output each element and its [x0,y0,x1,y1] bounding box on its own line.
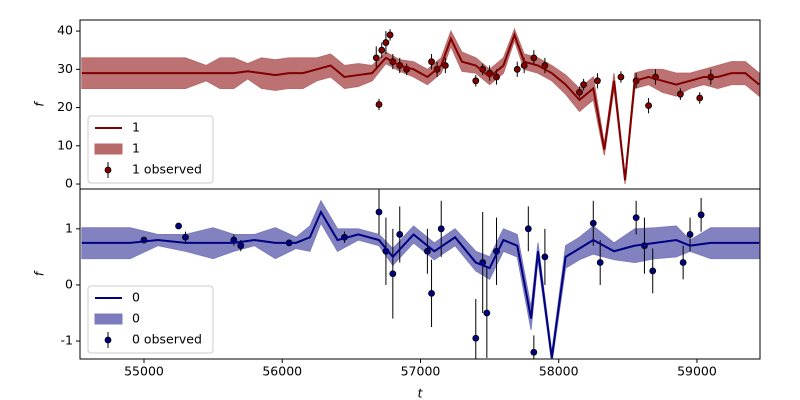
legend-swatch [104,166,112,174]
observed-point [441,62,449,69]
plot-area [81,27,760,185]
legend-label: 0 [132,311,140,326]
observed-point [472,334,480,342]
legend-label: 0 observed [132,332,202,347]
y-tick-label: -1 [61,333,73,348]
legend: 0 0 0 observed [87,285,214,354]
observed-point [428,58,435,66]
x-tick-label: 57000 [401,364,441,379]
observed-point [437,225,445,233]
observed-point [386,31,394,39]
observed-point [649,267,657,275]
observed-point [596,259,604,266]
observed-point [580,81,588,89]
observed-point [645,102,652,110]
observed-point [520,62,528,69]
legend-label: 1 observed [132,162,202,177]
observed-point [617,73,625,81]
mean-line [81,209,760,359]
confidence-band [81,27,760,185]
y-tick-label: 40 [57,23,73,38]
x-tick-label: 58000 [539,364,579,379]
observed-point [472,77,480,85]
legend-swatch [94,143,123,155]
legend-swatch [94,313,123,325]
observed-point [372,54,380,62]
legend-label: 1 [132,120,140,135]
x-tick-label: 59000 [677,364,717,379]
plot-area [81,189,760,359]
observed-point [697,211,705,219]
legend-box [87,285,214,354]
observed-point [679,259,687,266]
y-tick-label: 1 [65,220,73,235]
observed-point [686,231,694,238]
observed-point [493,73,500,81]
observed-point [524,225,532,233]
observed-point [530,348,538,356]
x-axis-label: t [418,386,424,400]
observed-point [483,309,491,317]
y-tick-label: 10 [57,137,73,152]
observed-point [396,231,404,238]
observed-point [375,208,383,216]
y-tick-label: 30 [57,61,73,76]
observed-point [237,242,245,250]
observed-point [182,233,189,241]
observed-point [428,289,435,297]
observed-point [541,253,549,261]
y-tick-label: 20 [57,99,73,114]
observed-point [696,94,704,102]
observed-point [530,54,538,62]
observed-point [423,247,431,255]
observed-point [513,65,521,73]
legend-label: 0 [132,290,140,305]
observed-point [594,77,601,85]
legend-swatch [104,336,112,344]
y-tick-label: 0 [65,276,73,291]
observed-point [382,39,390,46]
mean-line [81,31,760,181]
observed-point [676,90,684,98]
y-axis-label: f [32,101,47,107]
legend: 1 1 1 observed [87,115,214,184]
legend-box [87,115,214,184]
observed-point [576,88,583,96]
observed-point [378,46,386,54]
x-tick-label: 56000 [262,364,302,379]
observed-point [175,222,182,230]
observed-point [589,219,597,227]
y-axis-label: f [32,270,47,276]
legend-label: 1 [132,141,140,156]
observed-point [389,270,397,278]
y-tick-label: 0 [65,176,73,191]
observed-point [632,214,640,222]
observed-point [375,101,383,108]
x-tick-label: 55000 [124,364,164,379]
